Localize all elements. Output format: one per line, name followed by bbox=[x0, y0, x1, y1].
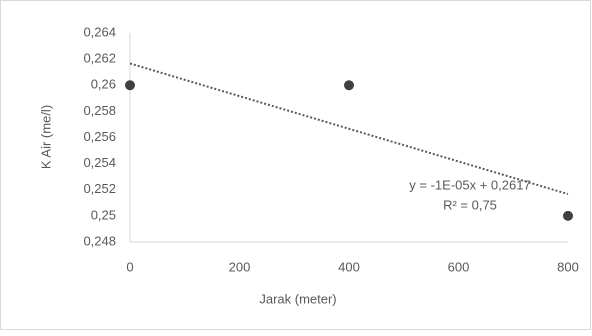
y-tick-label: 0,264 bbox=[83, 24, 116, 39]
x-axis-title: Jarak (meter) bbox=[259, 291, 336, 306]
x-tick-label: 400 bbox=[338, 259, 360, 274]
trendline bbox=[129, 62, 569, 196]
trendline-equation: y = -1E-05x + 0,2617 bbox=[409, 177, 530, 192]
y-tick-label: 0,248 bbox=[83, 233, 116, 248]
data-point bbox=[125, 80, 135, 91]
y-tick-label: 0,262 bbox=[83, 51, 116, 66]
trendline-r-squared: R² = 0,75 bbox=[443, 197, 497, 212]
x-tick-label: 800 bbox=[557, 259, 579, 274]
x-tick-label: 200 bbox=[229, 259, 251, 274]
y-tick-label: 0,254 bbox=[83, 155, 116, 170]
data-point bbox=[563, 210, 573, 221]
y-tick-label: 0,258 bbox=[83, 103, 116, 118]
y-axis-title: K Air (me/l) bbox=[38, 105, 53, 169]
x-tick-label: 600 bbox=[448, 259, 470, 274]
y-tick-label: 0,26 bbox=[91, 77, 116, 92]
y-tick-label: 0,25 bbox=[91, 207, 116, 222]
y-tick-label: 0,256 bbox=[83, 129, 116, 144]
data-point bbox=[344, 80, 354, 91]
x-tick-label: 0 bbox=[126, 259, 133, 274]
y-tick-label: 0,252 bbox=[83, 181, 116, 196]
